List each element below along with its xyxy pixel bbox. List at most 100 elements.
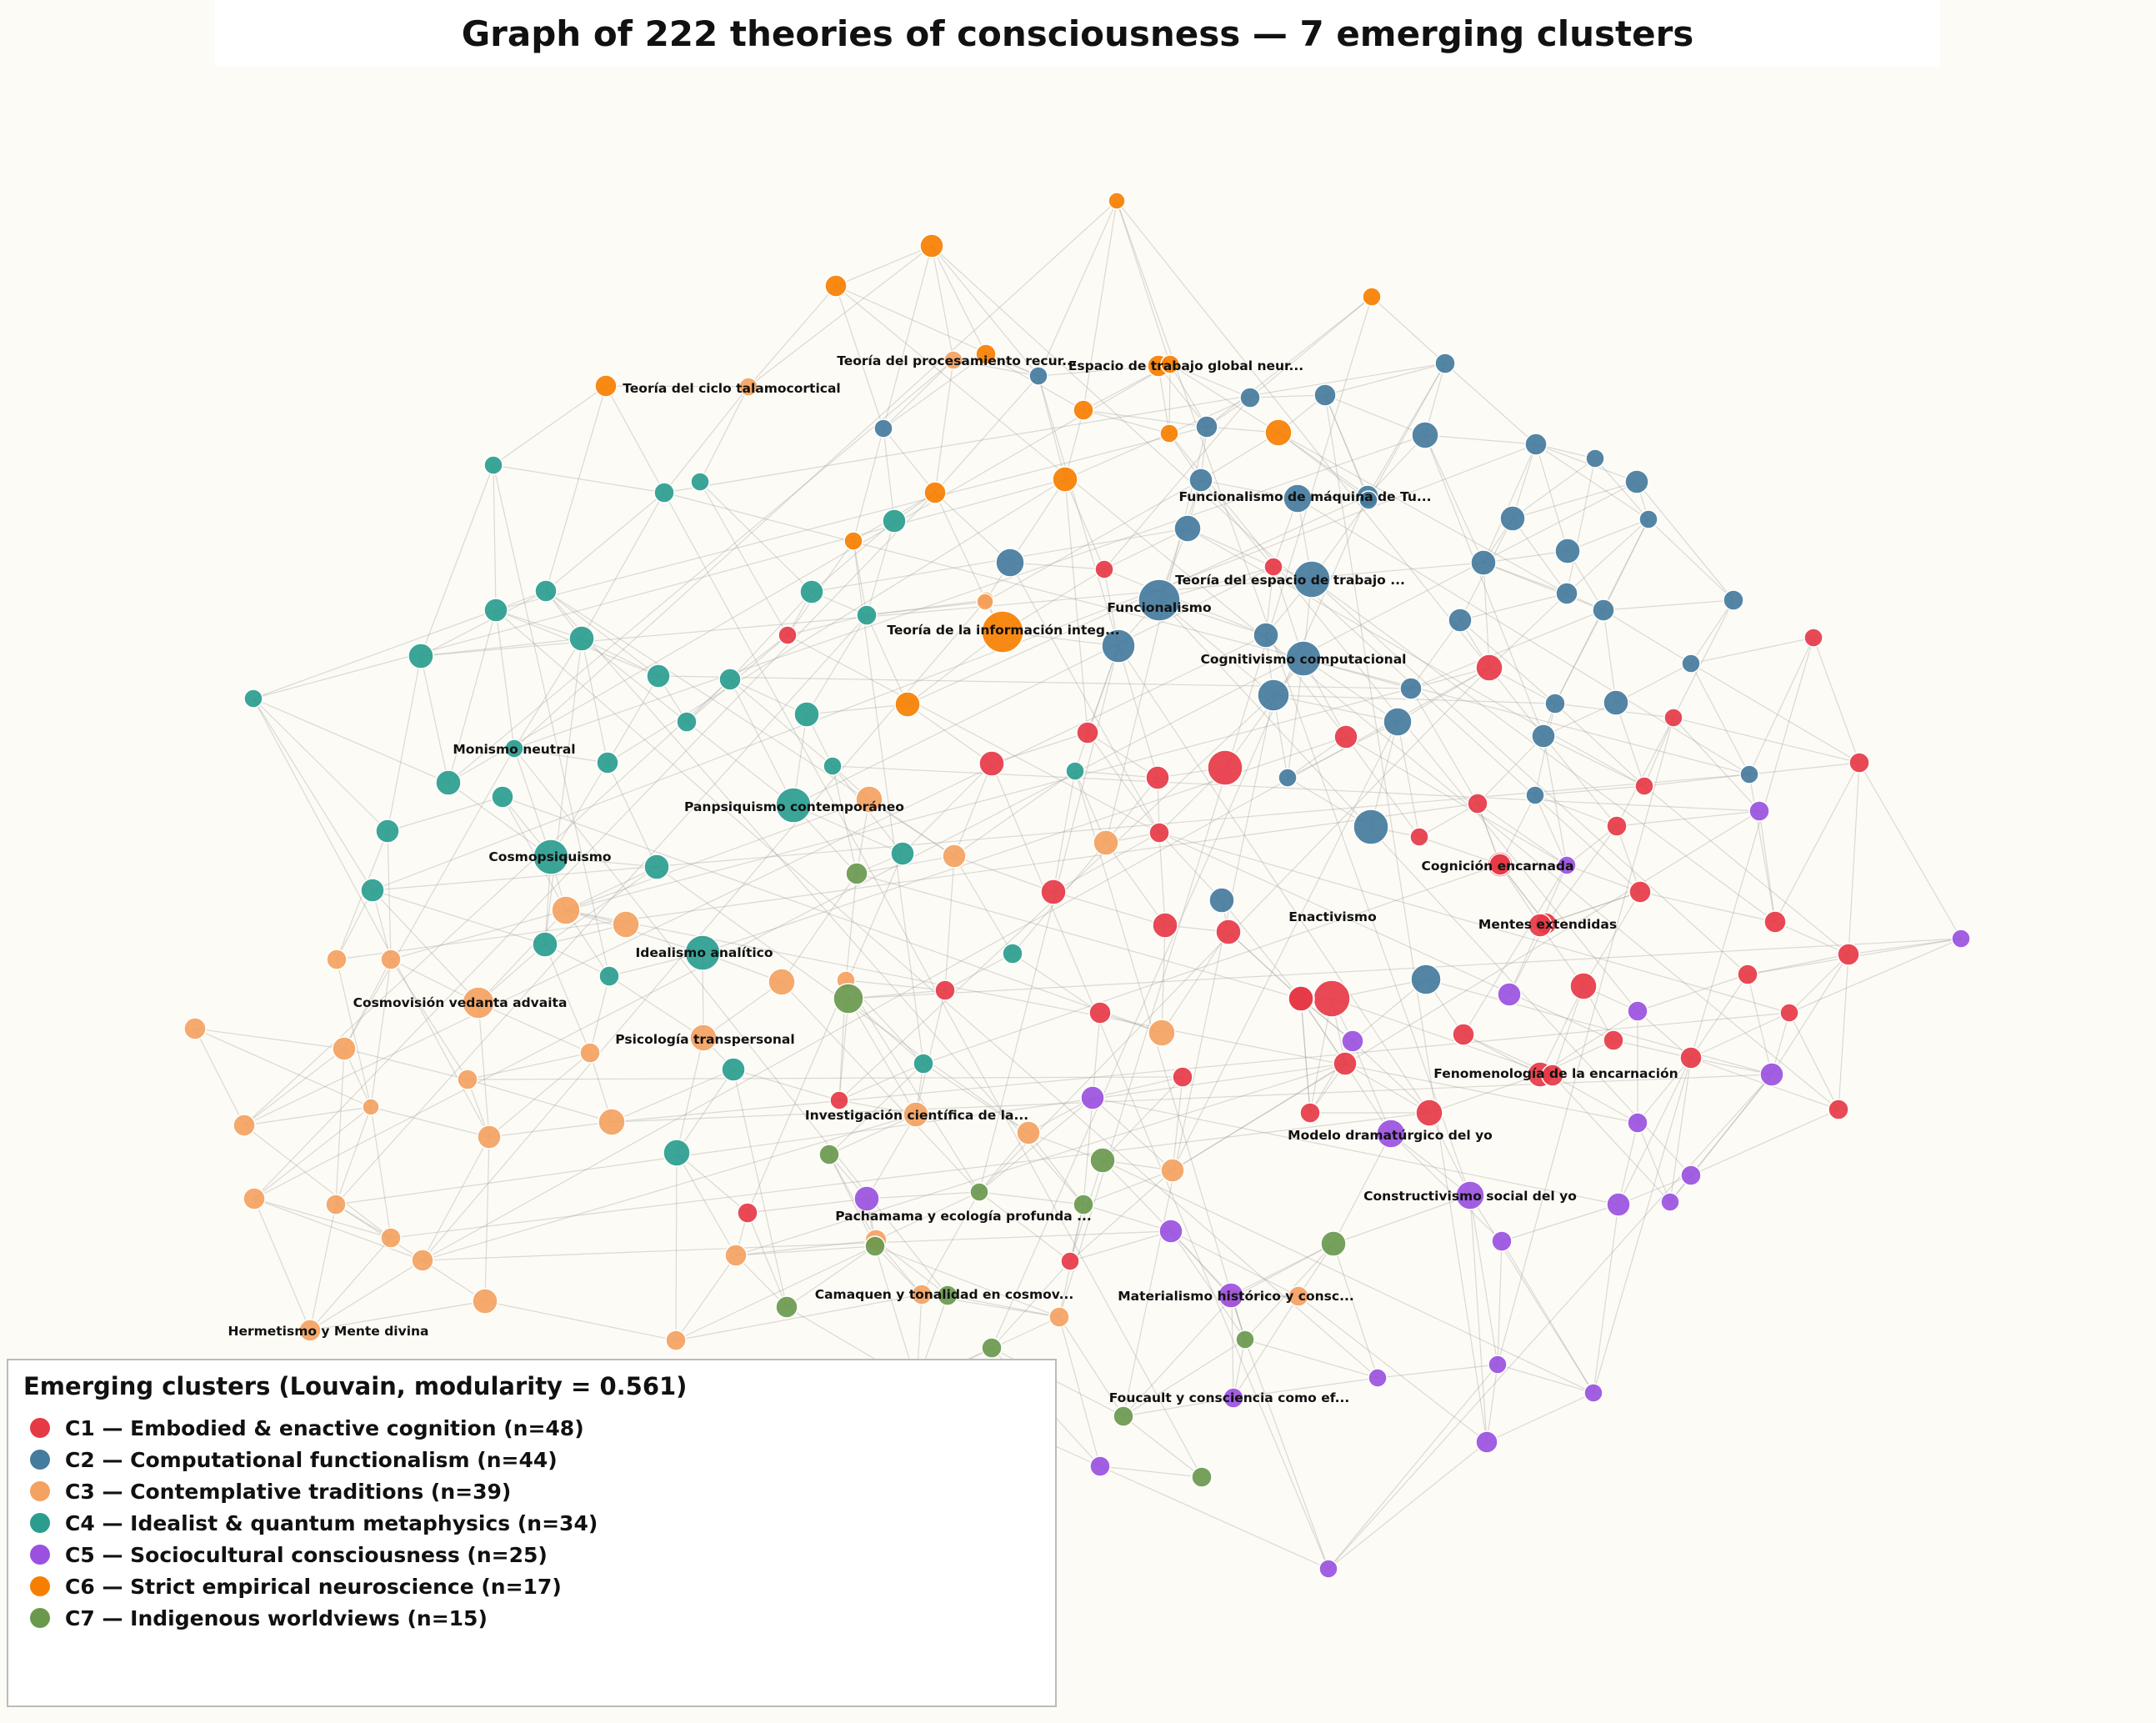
graph-edge xyxy=(484,1300,677,1341)
graph-edge xyxy=(1172,721,1398,1171)
graph-edge xyxy=(1444,363,1537,445)
graph-edge xyxy=(1512,518,1568,594)
graph-edge xyxy=(343,748,515,1049)
graph-edge xyxy=(1539,891,1641,926)
graph-edge xyxy=(1424,434,1484,563)
node-label: Cognitivismo computacional xyxy=(1201,652,1407,667)
graph-node xyxy=(1499,505,1526,532)
graph-edge xyxy=(309,1300,486,1331)
graph-node xyxy=(477,1124,502,1150)
graph-node xyxy=(653,482,675,503)
graph-edge xyxy=(1534,794,1618,827)
graph-edge xyxy=(478,1002,591,1054)
graph-edge xyxy=(1788,1012,1839,1110)
graph-node xyxy=(1491,1230,1513,1252)
legend: Emerging clusters (Louvain, modularity =… xyxy=(7,1359,1057,1707)
graph-node xyxy=(598,965,620,987)
graph-node xyxy=(1040,879,1067,905)
graph-node xyxy=(934,979,956,1001)
graph-node xyxy=(690,472,710,492)
graph-node xyxy=(1235,1330,1255,1350)
graph-edge xyxy=(1168,397,1251,434)
graph-node xyxy=(1028,366,1048,386)
graph-edge xyxy=(845,873,858,981)
graph-edge xyxy=(1410,619,1461,689)
graph-edge xyxy=(832,765,858,874)
graph-node xyxy=(1218,1282,1244,1309)
graph-node xyxy=(1333,1051,1358,1076)
graph-edge xyxy=(1083,1204,1172,1232)
graph-edge xyxy=(1368,363,1446,501)
graph-edge xyxy=(372,889,546,945)
graph-edge xyxy=(387,796,503,832)
graph-edge xyxy=(1116,200,1171,365)
graph-edge xyxy=(493,464,665,493)
graph-edge xyxy=(1488,593,1568,669)
graph-node xyxy=(1318,1559,1338,1579)
graph-edge xyxy=(991,732,1088,764)
graph-node xyxy=(1239,387,1261,408)
graph-edge xyxy=(1543,735,1618,827)
graph-edge xyxy=(866,520,895,616)
graph-edge xyxy=(747,1198,868,1214)
graph-edge xyxy=(747,853,903,1214)
graph-edge xyxy=(420,590,547,657)
graph-node xyxy=(1660,1192,1680,1212)
graph-node xyxy=(1679,1046,1703,1069)
graph-edge xyxy=(1690,663,1860,764)
graph-edge xyxy=(883,428,936,493)
graph-edge xyxy=(1228,931,1302,999)
graph-edge xyxy=(1771,954,1849,1075)
graph-edge xyxy=(608,975,704,1039)
graph-edge xyxy=(944,855,955,991)
graph-node xyxy=(1145,765,1170,790)
graph-edge xyxy=(422,1230,1172,1261)
graph-edge xyxy=(605,385,749,388)
graph-edge xyxy=(1038,200,1118,377)
graph-node xyxy=(1052,466,1078,493)
graph-edge xyxy=(735,1240,877,1256)
graph-edge xyxy=(1324,394,1488,1443)
graph-edge xyxy=(883,245,933,429)
legend-label-c5: C5 — Sociocultural consciousness (n=25) xyxy=(65,1542,548,1567)
graph-edge xyxy=(1333,1243,1378,1379)
graph-edge xyxy=(335,1106,372,1205)
graph-edge xyxy=(243,1124,392,1239)
graph-node xyxy=(233,1114,256,1137)
graph-edge xyxy=(1344,1063,1430,1114)
graph-node xyxy=(1528,913,1553,938)
graph-edge xyxy=(488,1052,591,1138)
graph-edge xyxy=(243,1106,372,1126)
legend-item-c3: C3 — Contemplative traditions (n=39) xyxy=(23,1475,1040,1507)
graph-edge xyxy=(1543,735,1645,787)
graph-edge xyxy=(1616,810,1760,827)
graph-node xyxy=(1283,483,1313,513)
node-label: Funcionalismo xyxy=(1107,600,1211,615)
graph-edge xyxy=(1377,1364,1498,1379)
graph-edge xyxy=(336,803,1478,960)
graph-edge xyxy=(1552,1074,1638,1124)
graph-node xyxy=(534,579,558,603)
graph-node xyxy=(1158,1219,1183,1244)
graph-edge xyxy=(978,1132,1029,1193)
graph-edge xyxy=(194,1028,245,1126)
graph-edge xyxy=(1324,363,1446,396)
graph-edge xyxy=(448,359,954,784)
graph-edge xyxy=(253,1198,392,1239)
graph-edge xyxy=(581,638,688,723)
graph-node xyxy=(1583,1383,1603,1403)
graph-edge xyxy=(835,285,1839,1110)
legend-swatch-c6 xyxy=(30,1576,50,1596)
graph-edge xyxy=(1535,443,1638,483)
graph-edge xyxy=(1064,433,1170,480)
graph-edge xyxy=(787,614,868,636)
graph-node xyxy=(1541,1064,1564,1087)
graph-node xyxy=(1060,1251,1080,1271)
graph-edge xyxy=(1249,394,1326,398)
graph-edge xyxy=(390,909,567,960)
graph-node xyxy=(845,862,868,885)
graph-node xyxy=(1555,582,1578,605)
graph-node-labels: Teoría del procesamiento recur...Espacio… xyxy=(228,353,1678,1405)
graph-edge xyxy=(478,1002,490,1138)
graph-edge xyxy=(372,443,1537,891)
